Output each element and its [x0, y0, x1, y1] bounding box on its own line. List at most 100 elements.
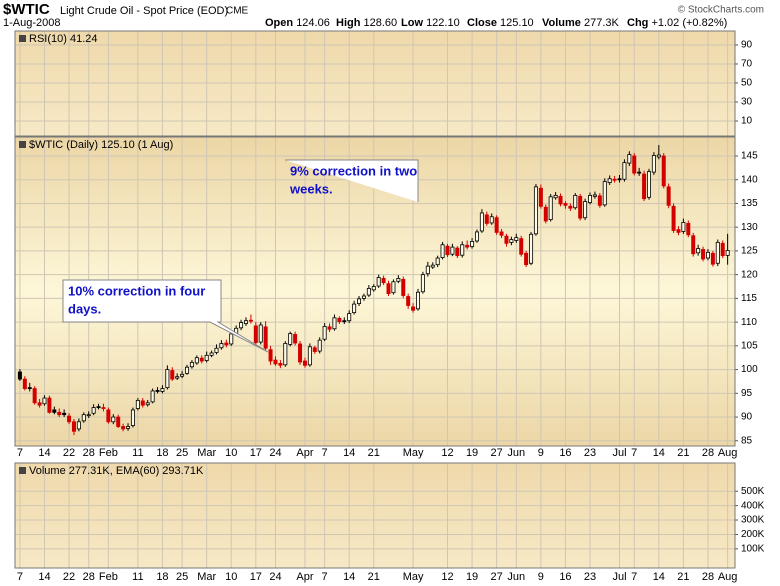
- x-tick-label: 21: [677, 571, 689, 583]
- annotation-text: weeks.: [289, 181, 333, 196]
- candle-body: [352, 303, 357, 314]
- candle-body: [425, 265, 430, 275]
- candle-body: [332, 317, 337, 330]
- candle-body: [661, 155, 666, 187]
- candle-body: [101, 407, 106, 409]
- quote-label: Chg: [627, 17, 648, 29]
- candle-body: [199, 357, 204, 362]
- candle-body: [376, 277, 381, 287]
- candle-body: [607, 178, 612, 183]
- y-tick-label: 100: [741, 364, 758, 375]
- annotation-text: 10% correction in four: [68, 283, 205, 298]
- candle-body: [474, 231, 479, 242]
- quote-label: High: [336, 17, 361, 29]
- candle-body: [445, 245, 450, 256]
- candle-body: [263, 326, 268, 349]
- candle-body: [278, 363, 283, 366]
- candle-body: [288, 333, 293, 345]
- candle-body: [529, 233, 534, 264]
- candle-body: [248, 319, 253, 322]
- x-tick-label: 28: [83, 571, 95, 583]
- x-tick-label: 7: [631, 447, 637, 459]
- panel-frame: [14, 30, 736, 137]
- candle-body: [106, 409, 111, 423]
- quote: Open 124.06 High 128.60 Low 122.10 Close 12…: [265, 17, 727, 29]
- x-tick-label: 17: [250, 571, 262, 583]
- candle-body: [27, 387, 32, 390]
- candle-body: [533, 186, 538, 235]
- y-tick-label: 85: [741, 435, 753, 446]
- quote-label: Low: [401, 17, 423, 29]
- candle-body: [386, 283, 391, 295]
- candle-body: [204, 354, 209, 361]
- candle-body: [484, 214, 489, 224]
- x-tick-label: 22: [63, 571, 75, 583]
- x-tick-label: 28: [83, 447, 95, 459]
- candle-body: [175, 376, 180, 379]
- callout-box: [62, 279, 269, 353]
- candle-body: [160, 388, 165, 392]
- x-tick-label: 12: [441, 447, 453, 459]
- candle-body: [701, 249, 706, 260]
- candle-body: [470, 241, 475, 248]
- candle-body: [524, 252, 529, 266]
- x-tick-label: 25: [176, 571, 188, 583]
- candle-body: [514, 237, 519, 241]
- symbol-name: Light Crude Oil - Spot Price (EOD): [60, 5, 228, 17]
- x-tick-label: Jun: [507, 571, 525, 583]
- candle-body: [185, 366, 190, 374]
- x-tick-label: Mar: [197, 447, 216, 459]
- candle-body: [219, 343, 224, 349]
- y-tick-label: 90: [741, 40, 753, 51]
- panel-title: RSI(10) 41.24: [29, 33, 97, 45]
- candle-body: [327, 326, 332, 330]
- quote-label: Close: [467, 17, 497, 29]
- x-tick-label: 21: [677, 447, 689, 459]
- credit: © StockCharts.com: [678, 5, 764, 16]
- candle-body: [666, 186, 671, 206]
- candle-body: [76, 421, 81, 430]
- candle-body: [637, 171, 642, 174]
- x-tick-label: Apr: [296, 571, 313, 583]
- x-tick-label: May: [403, 571, 424, 583]
- y-tick-label: 500K: [741, 486, 765, 497]
- candle-body: [627, 154, 632, 164]
- candle-body: [696, 248, 701, 254]
- candle-body: [347, 313, 352, 322]
- candle-body: [632, 155, 637, 174]
- candle-body: [612, 178, 617, 181]
- x-tick-label: Apr: [296, 447, 313, 459]
- candle-body: [140, 400, 145, 406]
- candle-body: [366, 288, 371, 296]
- candle-body: [519, 238, 524, 255]
- y-tick-label: 100K: [741, 543, 765, 554]
- candle-body: [32, 388, 37, 404]
- x-tick-label: Jul: [612, 447, 626, 459]
- candle-body: [578, 195, 583, 219]
- candle-body: [543, 206, 548, 222]
- candle-body: [435, 257, 440, 266]
- x-tick-label: 19: [466, 571, 478, 583]
- y-tick-label: 400K: [741, 500, 765, 511]
- quote-label: Volume: [542, 17, 581, 29]
- candle-body: [239, 322, 244, 329]
- title-icon: [19, 141, 26, 148]
- quote-value: 277.3K: [584, 17, 620, 29]
- x-tick-label: 9: [538, 447, 544, 459]
- x-tick-label: 14: [38, 571, 50, 583]
- candle-body: [62, 412, 67, 416]
- candle-body: [312, 347, 317, 352]
- y-tick-label: 70: [741, 59, 753, 70]
- x-tick-label: 24: [269, 447, 281, 459]
- annotation: 10% correction in four days.: [62, 279, 269, 353]
- panel-title: $WTIC (Daily) 125.10 (1 Aug): [29, 139, 173, 151]
- candle-body: [229, 333, 234, 345]
- candle-body: [440, 244, 445, 258]
- x-tick-label: 24: [269, 571, 281, 583]
- candle-body: [130, 409, 135, 426]
- x-tick-label: 16: [559, 447, 571, 459]
- candle-body: [548, 196, 553, 220]
- quote-item: Low 122.10: [401, 17, 460, 29]
- x-tick-label: 7: [17, 571, 23, 583]
